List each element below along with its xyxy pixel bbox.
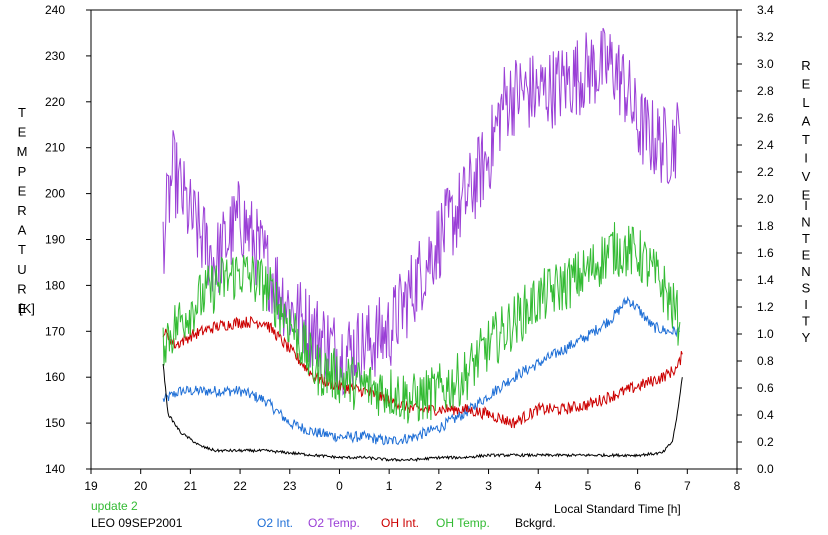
y-right-tick-label: 2.2 <box>757 165 774 179</box>
x-tick-label: 1 <box>386 479 393 493</box>
plot-frame <box>90 9 738 470</box>
x-tick-label: 22 <box>233 479 247 493</box>
legend-entry: OH Temp. <box>436 516 490 530</box>
annotation-text: update 2 <box>91 499 138 513</box>
y-left-tick-label: 180 <box>45 278 65 292</box>
y-right-tick-label: 1.2 <box>757 300 774 314</box>
y-left-tick-label: 160 <box>45 370 65 384</box>
series-line-0 <box>162 295 680 446</box>
y-right-tick-label: 3.0 <box>757 57 774 71</box>
series-line-3 <box>162 222 681 424</box>
y-right-tick-label: 2.6 <box>757 111 774 125</box>
legend-entry: Bckgrd. <box>515 516 556 530</box>
x-axis-label: Local Standard Time [h] <box>554 502 681 516</box>
series-line-4 <box>162 364 683 463</box>
x-tick-label: 7 <box>684 479 691 493</box>
x-tick-label: 6 <box>634 479 641 493</box>
y-left-tick-label: 140 <box>45 462 65 476</box>
y-right-tick-label: 1.4 <box>757 273 774 287</box>
y-right-tick-label: 0.0 <box>757 462 774 476</box>
y-right-tick-label: 2.8 <box>757 84 774 98</box>
x-tick-label: 3 <box>485 479 492 493</box>
y-left-tick-label: 150 <box>45 416 65 430</box>
y-right-tick-label: 1.0 <box>757 327 774 341</box>
y-left-tick-label: 210 <box>45 141 65 155</box>
legend-entry: OH Int. <box>381 516 419 530</box>
x-tick-label: 4 <box>535 479 542 493</box>
x-tick-label: 8 <box>734 479 741 493</box>
y-left-tick-label: 230 <box>45 49 65 63</box>
y-left-tick-label: 170 <box>45 324 65 338</box>
legend-entry: O2 Temp. <box>308 516 360 530</box>
right-axis-title: R E L A T I V EI N T E N S I T Y <box>801 58 810 345</box>
left-axis-unit: [K] <box>19 301 35 316</box>
series-layer <box>162 27 683 463</box>
y-right-tick-label: 0.8 <box>757 354 774 368</box>
y-right-tick-label: 3.2 <box>757 30 774 44</box>
y-right-tick-label: 1.8 <box>757 219 774 233</box>
x-tick-label: 23 <box>283 479 297 493</box>
y-right-tick-label: 1.6 <box>757 246 774 260</box>
y-right-tick-label: 2.4 <box>757 138 774 152</box>
series-line-1 <box>162 27 681 396</box>
legend-entry: O2 Int. <box>257 516 293 530</box>
station-label: LEO 09SEP2001 <box>91 516 183 530</box>
y-left-tick-label: 200 <box>45 187 65 201</box>
y-left-tick-label: 220 <box>45 95 65 109</box>
y-right-tick-label: 0.4 <box>757 408 774 422</box>
y-right-tick-label: 0.2 <box>757 435 774 449</box>
y-left-tick-label: 240 <box>45 3 65 17</box>
x-tick-label: 19 <box>84 479 98 493</box>
y-right-tick-label: 3.4 <box>757 3 774 17</box>
x-tick-label: 21 <box>184 479 198 493</box>
y-right-tick-label: 2.0 <box>757 192 774 206</box>
tick-layer: 19 20 21 22 23 0 1 2 3 4 5 6 7 8140150160170180190200… <box>45 3 774 493</box>
y-right-tick-label: 0.6 <box>757 381 774 395</box>
x-tick-label: 2 <box>436 479 443 493</box>
x-tick-label: 0 <box>336 479 343 493</box>
y-left-tick-label: 190 <box>45 233 65 247</box>
legend: O2 Int. O2 Temp. OH Int. OH Temp. Bckgrd. <box>257 516 556 530</box>
x-tick-label: 5 <box>585 479 592 493</box>
x-tick-label: 20 <box>134 479 148 493</box>
